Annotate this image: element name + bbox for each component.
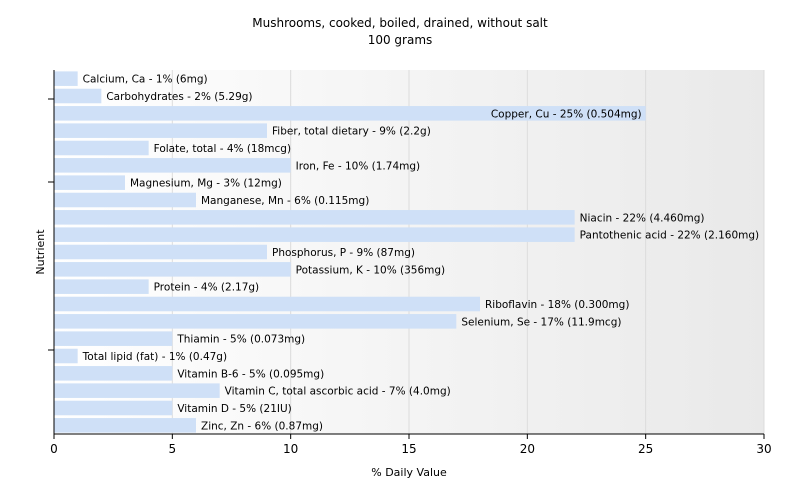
bar-label: Total lipid (fat) - 1% (0.47g) [82, 351, 227, 363]
x-tick-label: 0 [50, 442, 58, 456]
bar-label: Zinc, Zn - 6% (0.87mg) [201, 420, 323, 432]
bar-label: Vitamin C, total ascorbic acid - 7% (4.0… [225, 386, 451, 398]
y-axis-label: Nutrient [34, 229, 47, 275]
bar-label: Carbohydrates - 2% (5.29g) [106, 91, 252, 103]
chart-subtitle: 100 grams [367, 33, 433, 47]
bar [54, 106, 646, 121]
bar-label: Riboflavin - 18% (0.300mg) [485, 299, 629, 311]
bar-label: Selenium, Se - 17% (11.9mcg) [461, 316, 621, 328]
bar-label: Protein - 4% (2.17g) [154, 282, 260, 294]
x-tick-label: 15 [401, 442, 416, 456]
bar [54, 331, 173, 346]
x-tick-label: 5 [169, 442, 177, 456]
bar [54, 88, 102, 104]
bar-label: Phosphorus, P - 9% (87mg) [272, 247, 415, 259]
bar-label: Iron, Fe - 10% (1.74mg) [296, 160, 420, 172]
bar [54, 140, 149, 156]
bar [54, 227, 575, 242]
bar [54, 210, 575, 225]
bar [54, 192, 196, 208]
bar [54, 123, 267, 138]
bar [54, 279, 149, 294]
bar-label: Copper, Cu - 25% (0.504mg) [491, 108, 642, 120]
bar-label: Calcium, Ca - 1% (6mg) [83, 74, 208, 86]
x-axis-label: % Daily Value [371, 466, 447, 479]
bar [54, 418, 196, 433]
bar [54, 314, 457, 329]
bar-label: Niacin - 22% (4.460mg) [580, 212, 705, 224]
bar [54, 262, 291, 277]
bar [54, 400, 173, 416]
bar-label: Magnesium, Mg - 3% (12mg) [130, 178, 282, 190]
bar-label: Vitamin D - 5% (21IU) [177, 403, 291, 415]
bar [54, 366, 173, 381]
bar-label: Thiamin - 5% (0.073mg) [176, 334, 305, 346]
x-tick-label: 25 [638, 442, 653, 456]
x-tick-label: 30 [756, 442, 771, 456]
bar [54, 175, 125, 190]
bar [54, 383, 220, 398]
chart-title: Mushrooms, cooked, boiled, drained, with… [252, 16, 548, 30]
bar-label: Potassium, K - 10% (356mg) [296, 264, 446, 276]
bar-label: Pantothenic acid - 22% (2.160mg) [580, 230, 759, 242]
x-tick-label: 20 [520, 442, 535, 456]
bar-label: Vitamin B-6 - 5% (0.095mg) [177, 368, 324, 380]
bar [54, 244, 267, 260]
bar [54, 71, 78, 86]
bar-label: Manganese, Mn - 6% (0.115mg) [201, 195, 369, 207]
bar [54, 296, 480, 312]
bar [54, 158, 291, 173]
bar-label: Fiber, total dietary - 9% (2.2g) [272, 126, 431, 138]
x-tick-label: 10 [283, 442, 298, 456]
bar-label: Folate, total - 4% (18mcg) [154, 143, 291, 155]
bar [54, 348, 78, 364]
